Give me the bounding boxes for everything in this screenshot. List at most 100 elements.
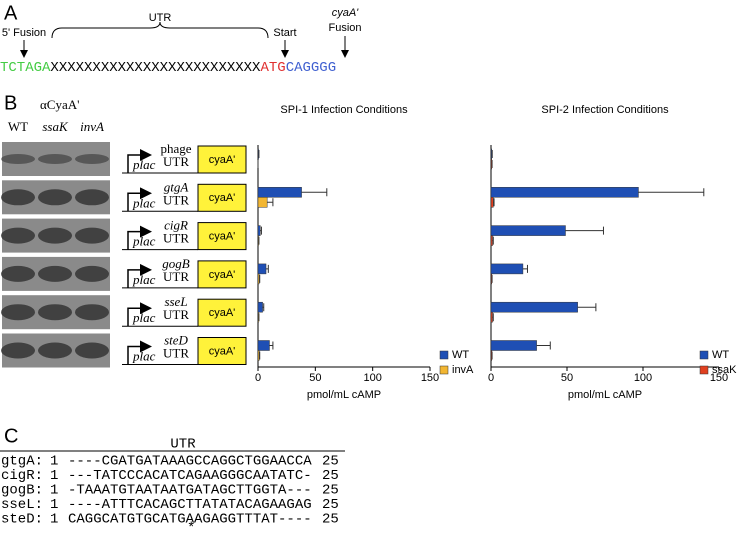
promoter-label: plac — [132, 195, 156, 210]
error-bar — [565, 226, 604, 235]
reporter-box — [197, 337, 247, 365]
seq-start: 1 — [50, 483, 58, 499]
legend-swatch — [439, 350, 449, 360]
lane-label: ssaK — [42, 119, 69, 134]
error-bar — [267, 198, 274, 207]
seq-name: cigR: — [1, 468, 43, 484]
utr-label: UTR — [149, 12, 172, 24]
blot-band — [1, 189, 35, 206]
utr-name: cigR — [164, 218, 188, 233]
error-bar — [259, 274, 261, 283]
fusion-label: cyaA' — [332, 7, 359, 19]
reporter-box — [197, 298, 247, 327]
bar — [490, 340, 537, 351]
bar — [257, 197, 268, 208]
bar — [490, 187, 639, 198]
seq-end: 25 — [322, 497, 339, 513]
legend-label: ssaK — [712, 364, 737, 376]
reporter-label: cyaA' — [209, 231, 236, 243]
utr-name: sseL — [164, 294, 187, 309]
seq-text: ---TATCCCACATCAGAAGGGCAATATC- — [68, 468, 312, 484]
bar — [257, 263, 267, 275]
lane-label: WT — [8, 119, 28, 134]
utr-label: UTR — [163, 231, 189, 246]
promoter-arrow — [127, 340, 152, 365]
blot-band — [75, 154, 109, 164]
seq-name: gtgA: — [1, 454, 43, 470]
panel-label: C — [4, 425, 18, 447]
fusion-label: Fusion — [328, 22, 361, 34]
blot-band — [1, 342, 35, 359]
bar — [490, 235, 493, 246]
reporter-box — [197, 183, 247, 212]
seq-end: 25 — [322, 454, 339, 470]
legend-swatch — [699, 365, 709, 375]
seq-text: ----ATTTCACAGCTTATATACAGAAGAG — [68, 497, 312, 513]
error-bar — [266, 264, 269, 273]
bar — [257, 301, 263, 313]
x-tick-label: 150 — [710, 372, 728, 384]
alignment-header: UTR — [170, 437, 196, 453]
blot-band — [38, 154, 72, 164]
utr-label: UTR — [163, 269, 189, 284]
fusion-label: 5' Fusion — [2, 27, 46, 39]
seq-end: 25 — [322, 468, 339, 484]
error-bar — [492, 236, 494, 245]
promoter-arrow — [127, 149, 152, 173]
reporter-label: cyaA' — [209, 307, 236, 319]
promoter-label: plac — [132, 157, 156, 172]
legend-label: WT — [712, 349, 729, 361]
x-axis-label: pmol/mL cAMP — [307, 389, 381, 401]
blot-band — [75, 342, 109, 359]
bar — [490, 225, 566, 236]
blot-band — [75, 304, 109, 321]
x-axis-label: pmol/mL cAMP — [568, 389, 642, 401]
utr-label: UTR — [163, 192, 189, 207]
seq-start: 1 — [50, 512, 58, 528]
blot-band — [75, 227, 109, 244]
reporter-label: cyaA' — [209, 269, 236, 281]
sequence: TCTAGAXXXXXXXXXXXXXXXXXXXXXXXXXATGCAGGGG — [0, 60, 336, 76]
sequence-part: CAGGGG — [286, 60, 336, 76]
bar — [257, 340, 270, 351]
seq-start: 1 — [50, 454, 58, 470]
chart-title: SPI-1 Infection Conditions — [280, 104, 408, 116]
reporter-box — [197, 260, 247, 289]
panel-label: B — [4, 92, 17, 114]
promoter-label: plac — [132, 348, 156, 363]
x-tick-label: 150 — [421, 372, 439, 384]
error-bar — [536, 341, 551, 350]
legend-swatch — [699, 350, 709, 360]
utr-name: gtgA — [164, 179, 189, 194]
utr-name: gogB — [162, 256, 190, 271]
x-tick-label: 100 — [634, 372, 652, 384]
bar — [490, 148, 493, 160]
error-bar — [259, 351, 261, 360]
bar — [490, 311, 493, 323]
start-label: Start — [273, 27, 296, 39]
blot-band — [1, 154, 35, 164]
promoter-arrow — [127, 302, 152, 327]
seq-start: 1 — [50, 497, 58, 513]
bar — [257, 225, 261, 236]
seq-text: ----CGATGATAAAGCCAGGCTGGAACCA — [68, 454, 312, 470]
seq-name: gogB: — [1, 483, 43, 499]
bar — [257, 273, 260, 285]
bar — [490, 263, 524, 275]
conservation-marker: * — [187, 521, 195, 534]
error-bar — [260, 226, 262, 235]
promoter-arrow — [127, 187, 152, 212]
blot-band — [1, 304, 35, 321]
reporter-label: cyaA' — [209, 154, 236, 166]
seq-name: sseL: — [1, 497, 43, 513]
reporter-box — [197, 145, 247, 174]
blot-band — [38, 189, 72, 206]
reporter-box — [197, 222, 247, 251]
blot-band — [75, 265, 109, 282]
legend-label: WT — [452, 349, 469, 361]
x-tick-label: 0 — [488, 372, 494, 384]
promoter-label: plac — [132, 310, 156, 325]
seq-end: 25 — [322, 512, 339, 528]
promoter-label: plac — [132, 272, 156, 287]
